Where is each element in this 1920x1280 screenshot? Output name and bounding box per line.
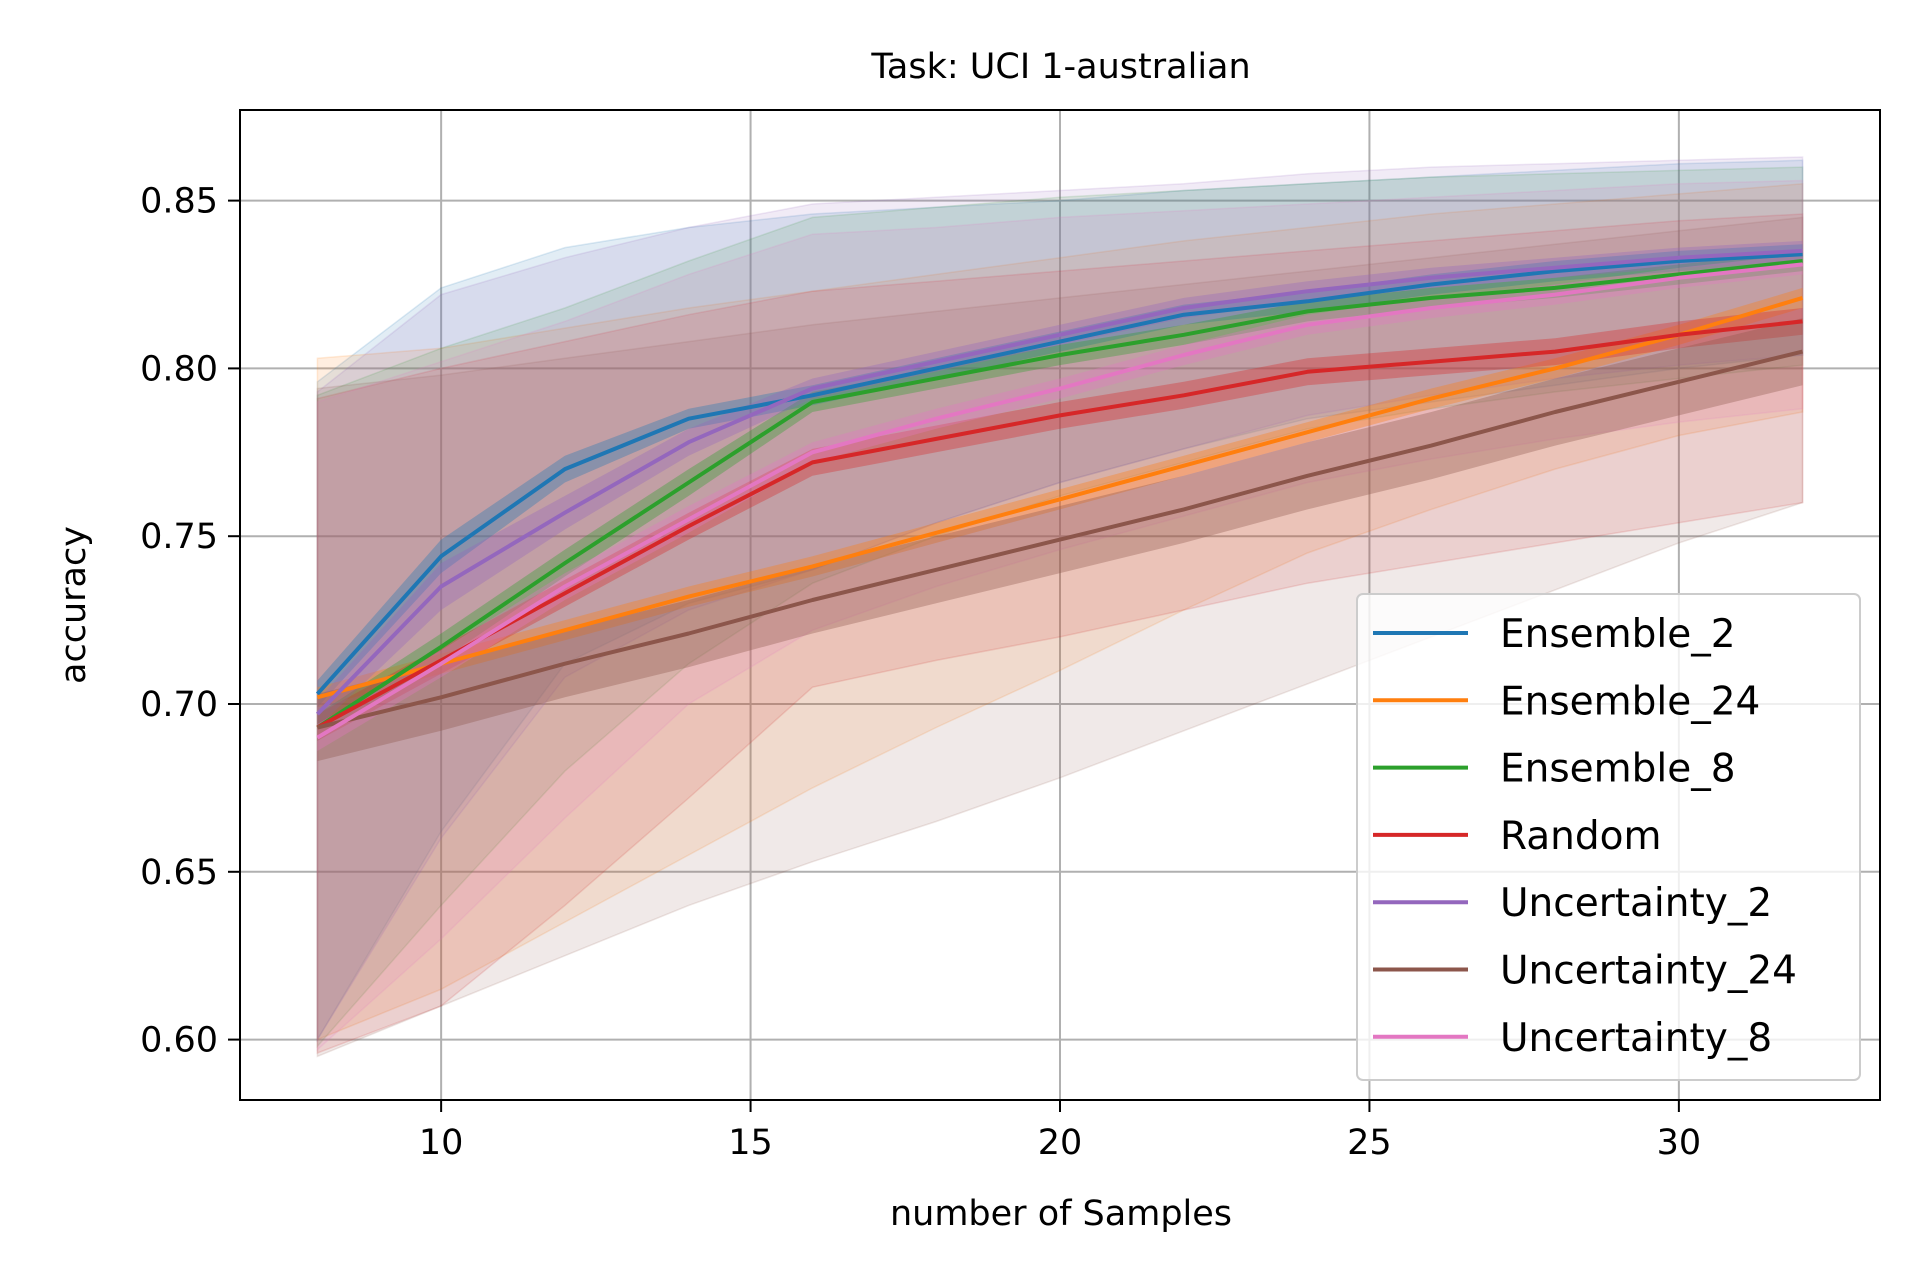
outer-band-ensemble-8 [316, 166, 1804, 1049]
series-line-uncertainty-2 [315, 248, 1803, 716]
y-tick-label: 0.70 [140, 685, 218, 725]
legend-label-uncertainty-24: Uncertainty_24 [1500, 949, 1797, 994]
legend-label-random: Random [1500, 814, 1661, 859]
legend: Ensemble_2 Ensemble_24 Ensemble_8 Random Unc… [1356, 593, 1861, 1081]
legend-label-uncertainty-2: Uncertainty_2 [1500, 881, 1772, 926]
series-lines [315, 248, 1804, 740]
y-tick-label: 0.65 [140, 853, 218, 893]
series-line-uncertainty-8 [316, 262, 1803, 740]
legend-box [1356, 593, 1861, 1081]
outer-band-uncertainty-2 [316, 156, 1804, 1043]
legend-label-uncertainty-8: Uncertainty_8 [1500, 1016, 1772, 1061]
y-tick-label: 0.80 [140, 349, 218, 389]
legend-label-ensemble-8: Ensemble_8 [1500, 747, 1736, 792]
x-axis-label: number of Samples [890, 1194, 1232, 1234]
x-tick-label: 10 [419, 1123, 464, 1163]
inner-band-ensemble-8 [317, 250, 1803, 741]
x-tick-label: 25 [1347, 1123, 1392, 1163]
series-line-ensemble-24 [316, 295, 1804, 700]
legend-label-ensemble-24: Ensemble_24 [1500, 679, 1760, 724]
y-axis-label: accuracy [54, 526, 94, 684]
x-tick-label: 20 [1038, 1123, 1083, 1163]
series-line-ensemble-2 [315, 252, 1803, 696]
y-tick-label: 0.75 [140, 517, 218, 557]
y-tick-label: 0.60 [140, 1021, 218, 1061]
inner-band-random [317, 308, 1803, 741]
x-tick-label: 15 [728, 1123, 773, 1163]
outer-confidence-bands [316, 156, 1804, 1058]
chart-title: Task: UCI 1-australian [870, 47, 1250, 87]
x-axis-ticks: 10 15 20 25 30 [419, 1100, 1701, 1163]
y-axis-ticks: 0.60 0.65 0.70 0.75 0.80 0.85 [140, 182, 240, 1061]
outer-band-uncertainty-24 [316, 216, 1804, 1058]
outer-band-ensemble-2 [316, 159, 1804, 1043]
y-tick-label: 0.85 [140, 182, 218, 222]
series-line-ensemble-8 [316, 259, 1803, 730]
series-line-random [316, 319, 1803, 730]
series-line-uncertainty-24 [316, 349, 1804, 730]
legend-label-ensemble-2: Ensemble_2 [1500, 612, 1736, 657]
x-tick-label: 30 [1657, 1123, 1702, 1163]
outer-band-random [316, 213, 1804, 1055]
